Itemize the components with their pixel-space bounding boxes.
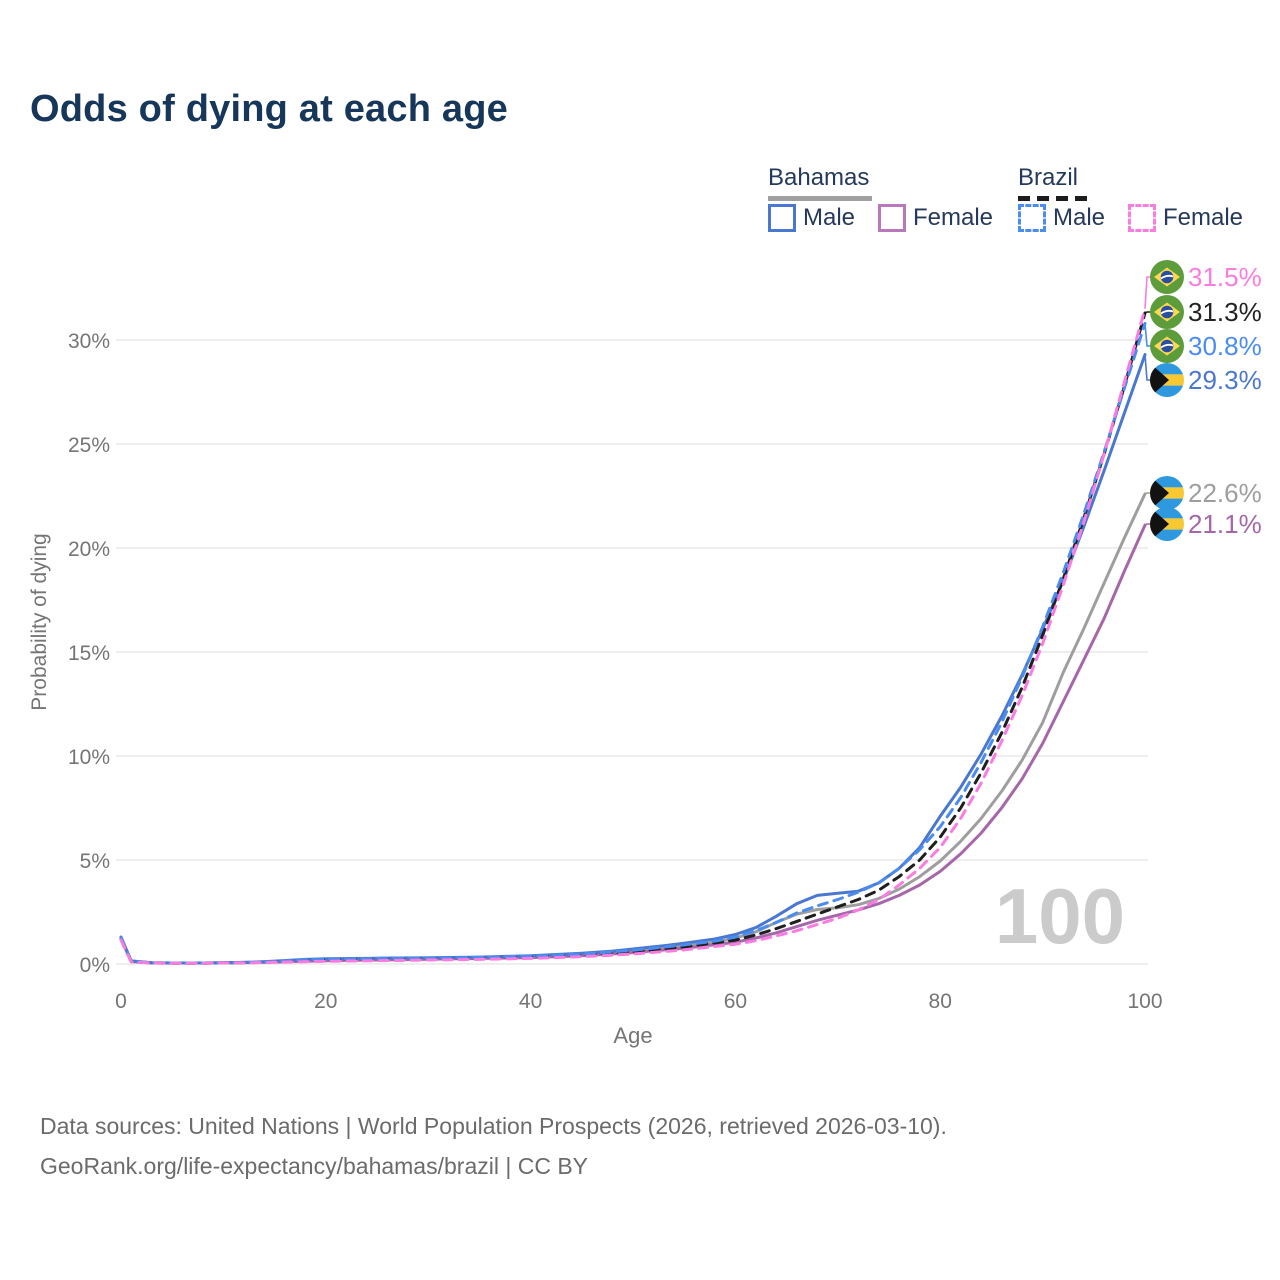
series-line-bahamas-male[interactable] [119,353,1147,965]
end-value-label-brazil-female: 31.5% [1188,262,1262,292]
bahamas-flag-icon [1150,363,1184,397]
end-label-leader [1144,323,1151,347]
y-tick-label: 10% [68,746,110,769]
end-label-leader [1144,492,1151,495]
bahamas-male-swatch-icon [768,204,796,232]
y-tick-label: 0% [80,954,110,977]
brazil-flag-icon [1150,260,1184,294]
y-tick-label: 25% [68,434,110,457]
legend-label: Female [1163,204,1244,231]
x-tick-label: 20 [314,990,337,1013]
brazil-flag-icon [1150,295,1184,329]
end-value-label-bahamas-female: 21.1% [1188,509,1262,539]
series-line-brazil-male[interactable] [119,321,1147,965]
y-tick-label: 30% [68,330,110,353]
legend-item-brazil-female[interactable]: Female [1128,204,1243,232]
series-line-bahamas-total[interactable] [119,492,1147,965]
legend-item-bahamas-male[interactable]: Male [768,204,855,232]
brazil-flag-icon [1150,329,1184,363]
end-label-leader [1144,354,1151,381]
brazil-female-swatch-icon [1128,204,1156,232]
x-tick-label: 100 [1127,990,1162,1013]
legend-item-bahamas-female[interactable]: Female [878,204,993,232]
brazil-male-swatch-icon [1018,204,1046,232]
y-tick-label: 5% [80,850,110,873]
legend-group-bahamas[interactable]: Bahamas [768,164,870,191]
end-label-leader [1144,311,1151,314]
end-label-leader [1144,523,1151,526]
legend-underline-brazil-line-sample [1018,196,1088,201]
footer-sources-line: Data sources: United Nations | World Pop… [40,1113,947,1139]
end-value-label-brazil-male: 30.8% [1188,331,1262,361]
x-tick-label: 0 [115,990,127,1013]
end-label-leader [1144,276,1151,309]
data-sources-footer: Data sources: United Nations | World Pop… [40,1106,947,1186]
bahamas-flag-icon [1150,507,1184,541]
legend-label: Male [803,204,856,231]
hover-age-watermark: 100 [995,872,1125,960]
mortality-line-chart[interactable]: 0% 5% 10% 15% 20% 25% 30% 0 20 40 60 80 100 Age Probab… [0,0,1280,1080]
y-axis-title: Probability of dying [28,533,51,710]
bahamas-female-swatch-icon [878,204,906,232]
legend-item-brazil-male[interactable]: Male [1018,204,1105,232]
legend-group-brazil[interactable]: Brazil [1018,164,1079,191]
footer-url-line: GeoRank.org/life-expectancy/bahamas/braz… [40,1153,589,1179]
x-axis-title: Age [613,1023,652,1048]
y-tick-label: 20% [68,538,110,561]
bahamas-flag-icon [1150,476,1184,510]
series-line-brazil-female[interactable] [119,307,1147,965]
x-tick-label: 40 [519,990,542,1013]
legend-label: Male [1053,204,1106,231]
end-value-label-brazil-total: 31.3% [1188,297,1262,327]
page-title: Odds of dying at each age [30,88,508,130]
y-tick-label: 15% [68,642,110,665]
legend-label: Female [913,204,994,231]
end-value-label-bahamas-male: 29.3% [1188,365,1262,395]
end-value-label-bahamas-total: 22.6% [1188,478,1262,508]
series-line-brazil-total[interactable] [119,311,1147,965]
x-tick-label: 80 [929,990,952,1013]
x-tick-label: 60 [724,990,747,1013]
legend-underline-bahamas-line-sample [768,196,872,201]
